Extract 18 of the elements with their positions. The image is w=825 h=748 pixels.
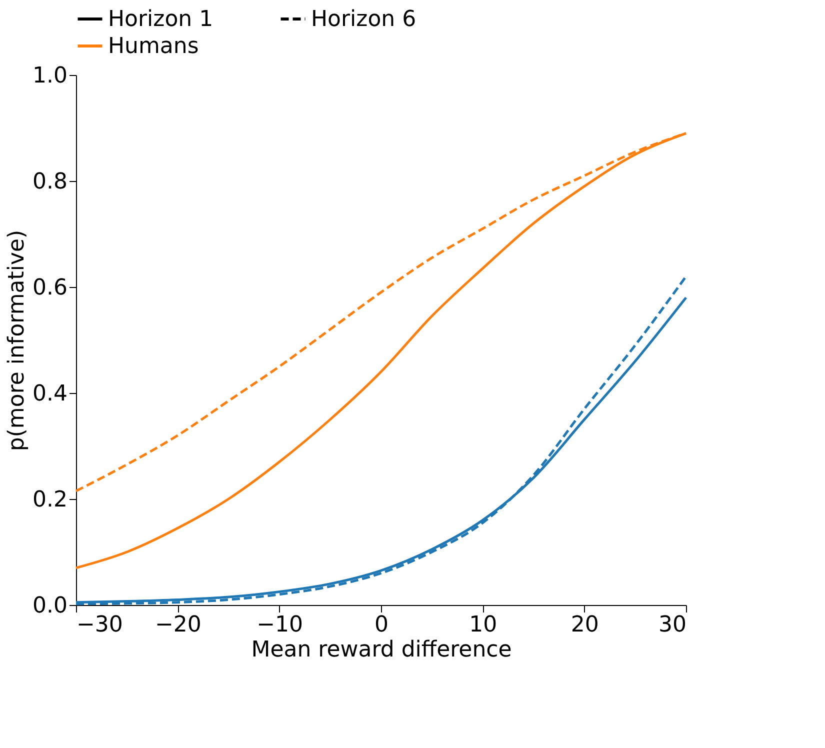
x-tick-label: −30 [76,612,123,638]
y-tick-label: 0.6 [32,276,68,300]
x-tick-label: 30 [658,612,686,638]
y-tick-label: 0.2 [32,488,68,512]
x-tick-label: 20 [570,612,599,638]
y-tick-label: 0.8 [32,170,68,194]
legend-label: Horizon 6 [311,7,416,32]
y-axis-title: p(more informative) [4,230,30,452]
y-tick-label: 1.0 [32,64,68,88]
legend-label: Horizon 1 [108,7,214,32]
x-tick-label: 10 [469,612,498,638]
x-tick-label: −20 [154,612,202,638]
y-tick-label: 0.4 [32,382,68,406]
x-tick-label: 0 [374,612,388,638]
legend-label: Humans [108,34,199,59]
y-tick-label: 0.0 [32,594,68,618]
x-tick-label: −10 [256,612,304,638]
x-axis-title: Mean reward difference [251,638,512,662]
